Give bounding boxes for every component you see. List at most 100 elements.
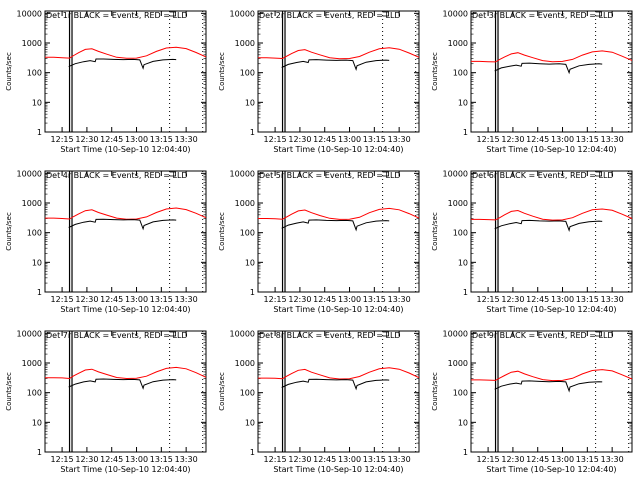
y-tick-label: 10 [245,98,255,107]
attenuator-marker [382,171,390,177]
x-tick-label: 12:30 [75,295,98,304]
y-tick-label: 10 [32,258,42,267]
y-tick-label: 100 [453,69,468,78]
x-tick-label: 13:30 [175,295,198,304]
lld-rate-line [471,369,633,382]
y-tick-label: 10000 [17,9,42,18]
x-tick-label: 13:15 [576,135,599,144]
y-tick-label: 1 [463,288,468,297]
events-rate-line [281,378,390,391]
plot-frame [470,330,633,453]
attenuator-marker [169,171,177,177]
y-tick-label: 10000 [230,169,255,178]
y-tick-label: 1 [37,288,42,297]
x-axis-label: Start Time (10-Sep-10 12:04:40) [60,305,190,314]
y-tick-label: 1 [250,288,255,297]
y-tick-label: 10000 [17,329,42,338]
y-tick-label: 100 [240,69,255,78]
x-tick-label: 13:30 [388,295,411,304]
events-rate-line [281,219,390,232]
attenuator-marker [169,11,177,17]
lld-rate-line [45,366,207,380]
panel-title: Det 8r BLACK = Events, RED = LLD [259,331,401,340]
y-axis-label: Counts/sec [431,372,439,411]
x-tick-label: 13:15 [150,295,173,304]
x-tick-label: 12:30 [75,135,98,144]
x-tick-label: 13:30 [388,135,411,144]
attenuator-marker [382,11,390,17]
x-tick-label: 13:30 [175,455,198,464]
detector-panel: 1 10 100 1000 10000 12:15 12:30 12:45 13:00 13:15… [5,329,207,474]
detector-panel: 1 10 100 1000 10000 12:15 12:30 12:45 13:00 13:15… [218,169,420,314]
attenuator-marker [595,171,603,177]
x-axis-label: Start Time (10-Sep-10 12:04:40) [273,305,403,314]
x-axis-label: Start Time (10-Sep-10 12:04:40) [486,305,616,314]
x-tick-label: 13:15 [576,295,599,304]
y-axis-label: Counts/sec [218,52,226,91]
x-tick-label: 13:15 [150,135,173,144]
x-tick-label: 13:00 [125,295,148,304]
x-tick-label: 12:45 [526,295,549,304]
y-tick-label: 1000 [448,359,468,368]
attenuator-marker [169,331,177,337]
x-tick-label: 12:15 [51,295,74,304]
plot-frame [470,170,633,293]
detector-panel: 1 10 100 1000 10000 12:15 12:30 12:45 13:00 13:15… [218,329,420,474]
x-tick-label: 13:30 [601,295,624,304]
x-tick-label: 12:45 [526,135,549,144]
lld-rate-line [258,47,420,60]
y-tick-label: 1000 [235,39,255,48]
panel-title: Det 2r BLACK = Events, RED = LLD [259,11,401,20]
detector-panel: 1 10 100 1000 10000 12:15 12:30 12:45 13:00 13:15… [431,329,633,474]
y-tick-label: 1 [37,128,42,137]
panel-title: Det 5r BLACK = Events, RED = LLD [259,171,401,180]
y-tick-label: 1000 [448,39,468,48]
y-tick-label: 10 [32,418,42,427]
y-axis-label: Counts/sec [5,52,13,91]
plot-frame [257,330,420,453]
x-tick-label: 12:30 [75,455,98,464]
y-tick-label: 100 [240,229,255,238]
x-tick-label: 13:00 [551,135,574,144]
x-tick-label: 12:45 [313,455,336,464]
events-rate-line [494,62,603,75]
y-tick-label: 10000 [17,169,42,178]
x-tick-label: 13:15 [363,455,386,464]
x-tick-label: 12:45 [313,135,336,144]
y-tick-label: 100 [453,229,468,238]
x-tick-label: 13:00 [338,135,361,144]
y-tick-label: 10 [458,418,468,427]
y-tick-label: 100 [27,229,42,238]
x-tick-label: 12:15 [264,135,287,144]
x-tick-label: 12:30 [501,135,524,144]
x-tick-label: 13:00 [551,295,574,304]
x-tick-label: 13:30 [601,455,624,464]
x-tick-label: 12:45 [100,135,123,144]
y-tick-label: 100 [27,69,42,78]
x-tick-label: 12:30 [501,295,524,304]
y-tick-label: 10000 [443,329,468,338]
y-tick-label: 1 [250,448,255,457]
x-tick-label: 12:15 [51,455,74,464]
plot-frame [44,330,207,453]
y-tick-label: 100 [453,389,468,398]
x-tick-label: 13:00 [338,455,361,464]
x-tick-label: 13:30 [175,135,198,144]
lld-rate-line [258,367,420,380]
x-tick-label: 13:15 [363,295,386,304]
lld-rate-line [45,46,207,59]
detector-panel: 1 10 100 1000 10000 12:15 12:30 12:45 13:00 13:15… [431,169,633,314]
y-tick-label: 100 [27,389,42,398]
plot-frame [44,170,207,293]
x-axis-label: Start Time (10-Sep-10 12:04:40) [60,145,190,154]
x-axis-label: Start Time (10-Sep-10 12:04:40) [486,145,616,154]
plot-frame [257,170,420,293]
lld-rate-line [471,50,633,63]
panel-title: Det 1r BLACK = Events, RED = LLD [46,11,188,20]
x-tick-label: 13:00 [125,455,148,464]
events-rate-line [68,218,177,231]
x-tick-label: 12:45 [100,295,123,304]
x-tick-label: 12:15 [477,455,500,464]
y-tick-label: 1000 [448,199,468,208]
